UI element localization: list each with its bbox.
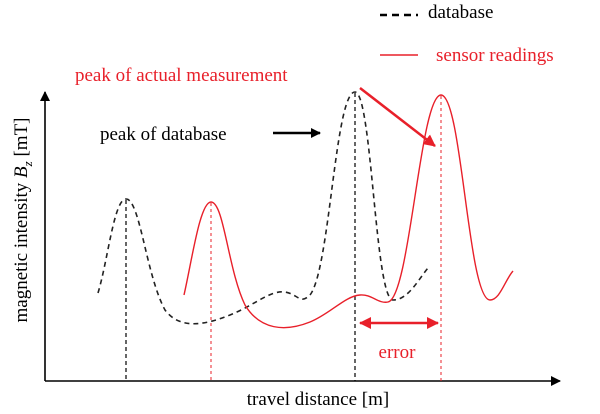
y-label-text: magnetic intensity [11,178,32,323]
y-label-subscript: z [20,161,35,167]
database-curve [97,91,429,325]
legend-label: database [428,2,493,23]
y-label-unit: [mT] [11,117,32,161]
x-axis-label: travel distance [m] [247,389,389,410]
legend-label: sensor readings [436,45,554,66]
peak-database-label: peak of database [100,124,227,145]
sensor-curve [183,94,514,329]
y-axis-label: magnetic intensity Bz [mT] [11,117,35,322]
error-label: error [379,342,417,363]
peak-actual-label: peak of actual measurement [75,65,288,86]
peak-actual-arrow [359,87,436,147]
y-label-symbol: B [11,166,32,178]
